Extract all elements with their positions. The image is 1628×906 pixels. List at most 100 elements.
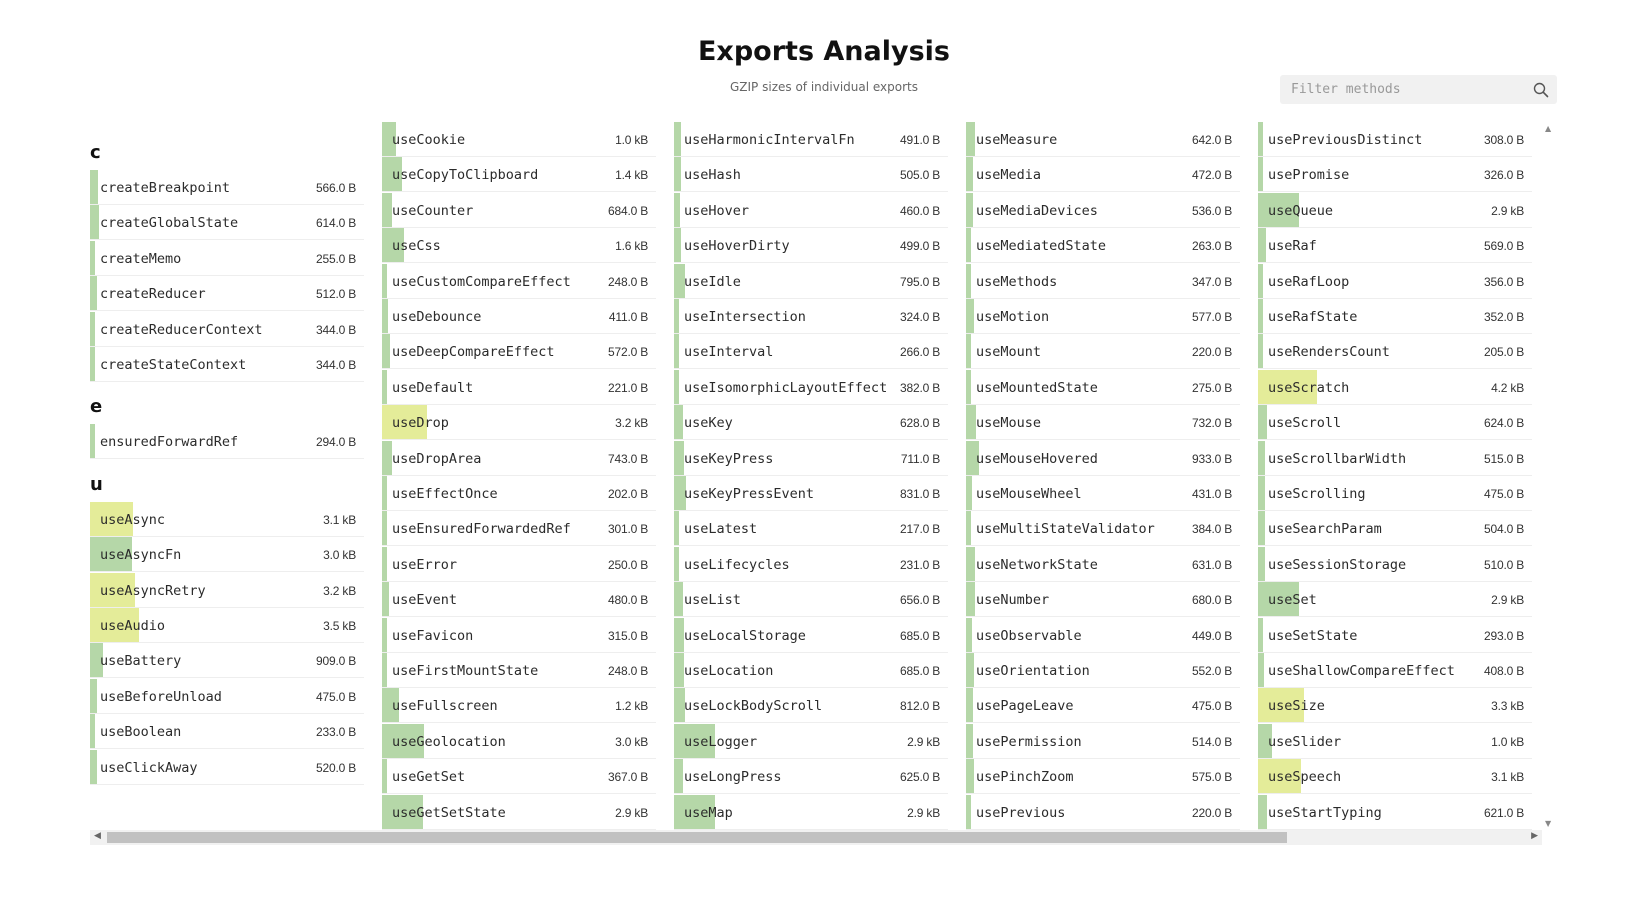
export-row[interactable]: useHash 505.0 B [674,157,948,193]
export-row[interactable]: useCustomCompareEffect 248.0 B [382,263,656,299]
export-row[interactable]: createStateContext 344.0 B [90,347,364,382]
vertical-scrollbar[interactable]: ▲ ▼ [1542,122,1558,830]
export-row[interactable]: useAsyncFn 3.0 kB [90,537,364,573]
export-row[interactable]: useCookie 1.0 kB [382,122,656,157]
export-row[interactable]: useScrollbarWidth 515.0 B [1258,440,1532,476]
export-row[interactable]: useAudio 3.5 kB [90,608,364,643]
export-row[interactable]: useScratch 4.2 kB [1258,369,1532,405]
filter-methods-input[interactable] [1280,75,1520,104]
export-row[interactable]: useMouseHovered 933.0 B [966,440,1240,476]
scroll-right-arrow-icon[interactable]: ▶ [1531,831,1538,841]
export-row[interactable]: useQueue 2.9 kB [1258,192,1532,228]
export-row[interactable]: useHarmonicIntervalFn 491.0 B [674,122,948,157]
export-row[interactable]: useObservable 449.0 B [966,617,1240,653]
horizontal-scrollbar-thumb[interactable] [107,832,1287,843]
export-row[interactable]: useScrolling 475.0 B [1258,476,1532,511]
export-row[interactable]: useLongPress 625.0 B [674,759,948,795]
export-row[interactable]: useLocalStorage 685.0 B [674,617,948,653]
export-row[interactable]: useNetworkState 631.0 B [966,546,1240,582]
export-row[interactable]: useSize 3.3 kB [1258,688,1532,724]
export-row[interactable]: useLogger 2.9 kB [674,723,948,759]
export-row[interactable]: useGetSetState 2.9 kB [382,794,656,830]
export-row[interactable]: useIdle 795.0 B [674,263,948,299]
export-row[interactable]: useScroll 624.0 B [1258,405,1532,441]
export-row[interactable]: useMouse 732.0 B [966,405,1240,441]
export-row[interactable]: useDrop 3.2 kB [382,405,656,441]
export-row[interactable]: useRafState 352.0 B [1258,299,1532,334]
export-row[interactable]: useEffectOnce 202.0 B [382,476,656,511]
export-row[interactable]: useBoolean 233.0 B [90,714,364,750]
scroll-down-arrow-icon[interactable]: ▼ [1545,819,1552,828]
export-row[interactable]: useGetSet 367.0 B [382,759,656,795]
export-row[interactable]: useKeyPressEvent 831.0 B [674,476,948,511]
export-row[interactable]: useSet 2.9 kB [1258,582,1532,618]
export-row[interactable]: useHoverDirty 499.0 B [674,228,948,264]
export-row[interactable]: useMotion 577.0 B [966,299,1240,334]
export-row[interactable]: useMultiStateValidator 384.0 B [966,511,1240,547]
export-row[interactable]: useClickAway 520.0 B [90,749,364,785]
export-row[interactable]: usePageLeave 475.0 B [966,688,1240,724]
export-row[interactable]: useMediatedState 263.0 B [966,228,1240,264]
export-row[interactable]: createGlobalState 614.0 B [90,205,364,241]
export-row[interactable]: useRaf 569.0 B [1258,228,1532,264]
export-row[interactable]: usePermission 514.0 B [966,723,1240,759]
export-row[interactable]: createMemo 255.0 B [90,240,364,276]
export-row[interactable]: useMap 2.9 kB [674,794,948,830]
export-row[interactable]: useHover 460.0 B [674,192,948,228]
export-row[interactable]: useMountedState 275.0 B [966,369,1240,405]
export-row[interactable]: createReducerContext 344.0 B [90,311,364,347]
export-row[interactable]: useRafLoop 356.0 B [1258,263,1532,299]
exports-list[interactable]: c createBreakpoint 566.0 B createGlobalStat… [90,122,1558,830]
export-row[interactable]: useSlider 1.0 kB [1258,723,1532,759]
export-row[interactable]: useMeasure 642.0 B [966,122,1240,157]
export-row[interactable]: usePinchZoom 575.0 B [966,759,1240,795]
export-row[interactable]: useSearchParam 504.0 B [1258,511,1532,547]
export-row[interactable]: useEnsuredForwardedRef 301.0 B [382,511,656,547]
export-row[interactable]: createReducer 512.0 B [90,276,364,312]
export-row[interactable]: useIntersection 324.0 B [674,299,948,334]
export-row[interactable]: useKey 628.0 B [674,405,948,441]
export-row[interactable]: useMount 220.0 B [966,334,1240,370]
export-row[interactable]: useDefault 221.0 B [382,369,656,405]
export-row[interactable]: useLockBodyScroll 812.0 B [674,688,948,724]
export-row[interactable]: useKeyPress 711.0 B [674,440,948,476]
export-row[interactable]: useDeepCompareEffect 572.0 B [382,334,656,370]
export-row[interactable]: useCss 1.6 kB [382,228,656,264]
export-row[interactable]: useShallowCompareEffect 408.0 B [1258,653,1532,688]
scroll-up-arrow-icon[interactable]: ▲ [1545,124,1552,133]
export-row[interactable]: useLocation 685.0 B [674,653,948,688]
export-row[interactable]: useNumber 680.0 B [966,582,1240,618]
export-row[interactable]: useIsomorphicLayoutEffect 382.0 B [674,369,948,405]
export-row[interactable]: useFavicon 315.0 B [382,617,656,653]
export-row[interactable]: useDebounce 411.0 B [382,299,656,334]
export-row[interactable]: useCounter 684.0 B [382,192,656,228]
export-row[interactable]: useFirstMountState 248.0 B [382,653,656,688]
export-row[interactable]: usePrevious 220.0 B [966,794,1240,830]
export-row[interactable]: useInterval 266.0 B [674,334,948,370]
export-row[interactable]: useError 250.0 B [382,546,656,582]
export-row[interactable]: useList 656.0 B [674,582,948,618]
export-row[interactable]: useMediaDevices 536.0 B [966,192,1240,228]
export-row[interactable]: useBeforeUnload 475.0 B [90,678,364,714]
export-row[interactable]: useFullscreen 1.2 kB [382,688,656,724]
export-row[interactable]: useMouseWheel 431.0 B [966,476,1240,511]
export-row[interactable]: useLifecycles 231.0 B [674,546,948,582]
export-row[interactable]: usePreviousDistinct 308.0 B [1258,122,1532,157]
export-row[interactable]: useCopyToClipboard 1.4 kB [382,157,656,193]
export-row[interactable]: useSessionStorage 510.0 B [1258,546,1532,582]
export-row[interactable]: useOrientation 552.0 B [966,653,1240,688]
export-row[interactable]: useBattery 909.0 B [90,643,364,679]
export-row[interactable]: useLatest 217.0 B [674,511,948,547]
export-row[interactable]: usePromise 326.0 B [1258,157,1532,193]
search-icon[interactable] [1533,82,1549,98]
export-row[interactable]: useAsyncRetry 3.2 kB [90,572,364,608]
export-row[interactable]: useDropArea 743.0 B [382,440,656,476]
export-row[interactable]: useSetState 293.0 B [1258,617,1532,653]
export-row[interactable]: useEvent 480.0 B [382,582,656,618]
scroll-left-arrow-icon[interactable]: ◀ [94,831,101,841]
horizontal-scrollbar[interactable]: ◀ ▶ [90,830,1542,845]
export-row[interactable]: ensuredForwardRef 294.0 B [90,424,364,460]
export-row[interactable]: useMedia 472.0 B [966,157,1240,193]
export-row[interactable]: useStartTyping 621.0 B [1258,794,1532,830]
export-row[interactable]: useSpeech 3.1 kB [1258,759,1532,795]
